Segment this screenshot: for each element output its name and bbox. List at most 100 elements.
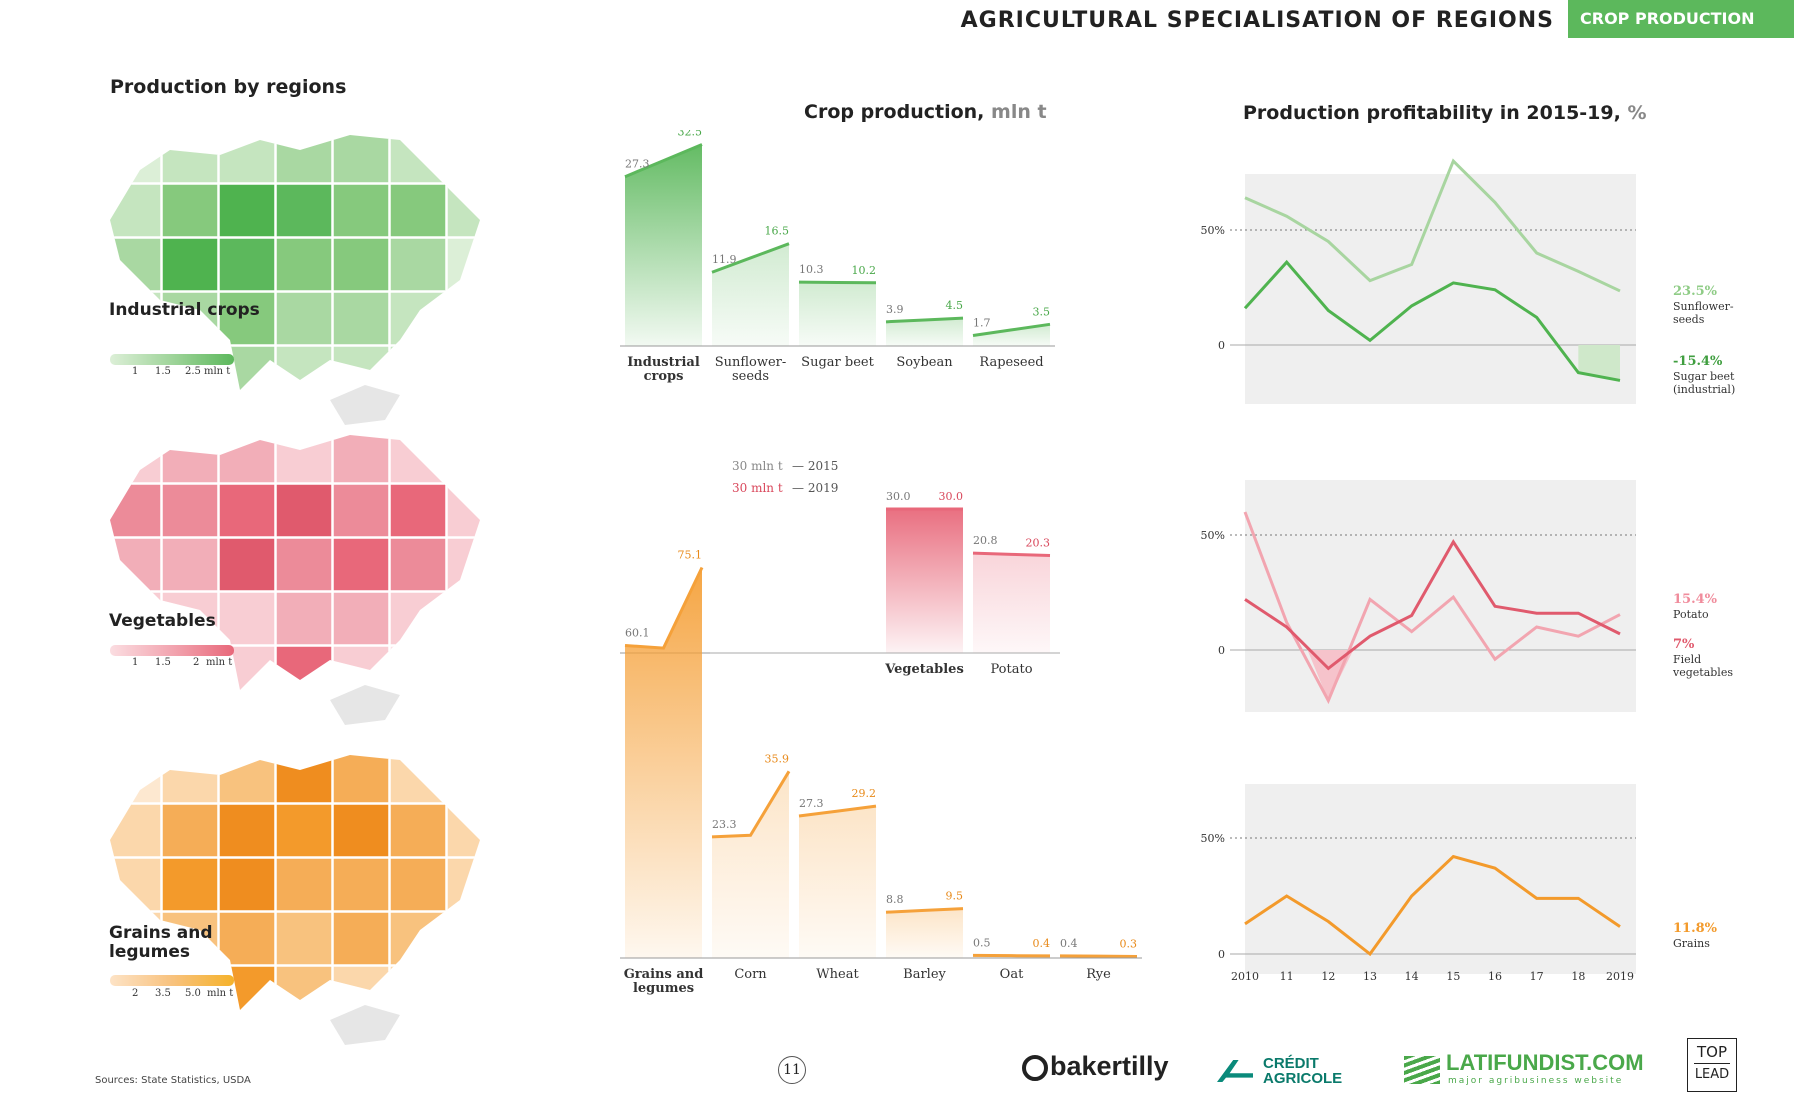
map-region	[332, 237, 390, 292]
end-value: 15.4%	[1673, 592, 1718, 607]
value-2019: 0.4	[1033, 937, 1051, 950]
value-2015: 27.3	[799, 797, 824, 810]
map-label-grains: Grains and legumes	[109, 923, 213, 962]
xtick-label: 11	[1280, 970, 1294, 983]
source-note: Sources: State Statistics, USDA	[95, 1075, 251, 1086]
xtick-label: 16	[1488, 970, 1502, 983]
value-2015: 1.7	[973, 316, 991, 329]
category-label: crops	[644, 369, 684, 384]
map-region	[389, 965, 447, 1010]
value-2019: 4.5	[946, 299, 964, 312]
plot-background	[1245, 480, 1636, 712]
page-number: 11	[778, 1056, 806, 1084]
series-line-grains	[1244, 854, 1621, 957]
category-label: Wheat	[816, 967, 859, 982]
legend-tick: 2	[193, 657, 200, 668]
value-2015: 0.5	[973, 936, 991, 949]
map-region	[218, 483, 276, 538]
map-region	[389, 483, 447, 538]
legend-tick: 2.5	[185, 366, 201, 377]
map-region	[332, 483, 390, 538]
map-region	[446, 483, 480, 538]
xtick-label: 15	[1446, 970, 1460, 983]
map-region	[275, 135, 333, 184]
line-barley	[885, 907, 964, 914]
legend-industrial	[110, 354, 234, 365]
area-rapeseed	[973, 324, 1050, 346]
credit-agricole-icon	[1217, 1060, 1253, 1082]
map-region	[110, 135, 162, 184]
end-label: seeds	[1673, 313, 1705, 326]
map-region	[275, 857, 333, 912]
legend-tick: 1	[132, 366, 139, 377]
map-region	[161, 755, 219, 804]
legend-tick: 1.5	[155, 657, 171, 668]
ytick-label: 50%	[1201, 832, 1225, 845]
legend-vegetables	[110, 645, 234, 656]
ytick-label: 0	[1218, 948, 1225, 961]
category-label: Rye	[1086, 967, 1111, 982]
page-header-title: AGRICULTURAL SPECIALISATION OF REGIONS	[960, 8, 1554, 33]
value-2015: 8.8	[886, 893, 904, 906]
xtick-label: 17	[1530, 970, 1544, 983]
xtick-label: 12	[1321, 970, 1335, 983]
series-line-field-vegetables	[1244, 539, 1621, 671]
map-region	[446, 965, 480, 1010]
value-2015: 60.1	[625, 626, 650, 639]
map-region	[332, 591, 390, 646]
end-label: Sugar beet	[1673, 370, 1735, 383]
map-region	[218, 591, 276, 646]
map-region	[332, 911, 390, 966]
map-region	[332, 537, 390, 592]
legend-2015-year: — 2015	[792, 459, 838, 473]
line-rapeseed	[972, 322, 1051, 337]
value-2019: 32.5	[678, 130, 703, 139]
map-region	[389, 591, 447, 646]
map-region	[218, 183, 276, 238]
map-region	[389, 237, 447, 292]
map-region	[275, 435, 333, 484]
bakertilly-icon	[1022, 1054, 1048, 1081]
crimea-region	[330, 685, 400, 725]
map-region	[275, 237, 333, 292]
series-line-potato	[1243, 511, 1621, 705]
map-region	[446, 645, 480, 690]
value-2019: 9.5	[946, 890, 964, 903]
line-sugar-beet	[798, 280, 877, 285]
negative-area	[1578, 345, 1620, 381]
map-region	[389, 857, 447, 912]
category-label: seeds	[732, 369, 769, 384]
map-region	[275, 755, 333, 804]
map-region	[218, 291, 276, 346]
area-industrial-crops	[625, 144, 702, 346]
map-region	[161, 483, 219, 538]
map-region	[161, 435, 219, 484]
legend-tick: 1	[132, 657, 139, 668]
value-2015: 11.9	[712, 253, 737, 266]
plot-background	[1245, 784, 1636, 974]
category-label: Sugar beet	[801, 355, 874, 370]
value-2019: 75.1	[678, 548, 703, 561]
value-2019: 35.9	[765, 752, 790, 765]
map-region	[161, 183, 219, 238]
xtick-label: 2019	[1606, 970, 1634, 983]
category-label: Oat	[1000, 967, 1024, 982]
map-region	[389, 755, 447, 804]
category-label: Rapeseed	[979, 355, 1043, 370]
map-region	[161, 857, 219, 912]
end-label: Sunflower-	[1673, 300, 1734, 313]
value-2019: 20.3	[1026, 537, 1051, 550]
legend-tick: 3.5	[155, 988, 171, 999]
map-region	[389, 537, 447, 592]
ytick-label: 0	[1218, 644, 1225, 657]
legend-tick: mln t	[204, 366, 231, 377]
latifundist-icon	[1404, 1056, 1440, 1084]
value-2015: 27.3	[625, 158, 650, 171]
ytick-label: 50%	[1201, 529, 1225, 542]
end-label: Field	[1673, 653, 1701, 666]
map-region	[446, 237, 480, 292]
map-region	[218, 857, 276, 912]
area-soybean	[886, 318, 963, 346]
area-potato	[973, 553, 1050, 653]
map-region	[218, 537, 276, 592]
